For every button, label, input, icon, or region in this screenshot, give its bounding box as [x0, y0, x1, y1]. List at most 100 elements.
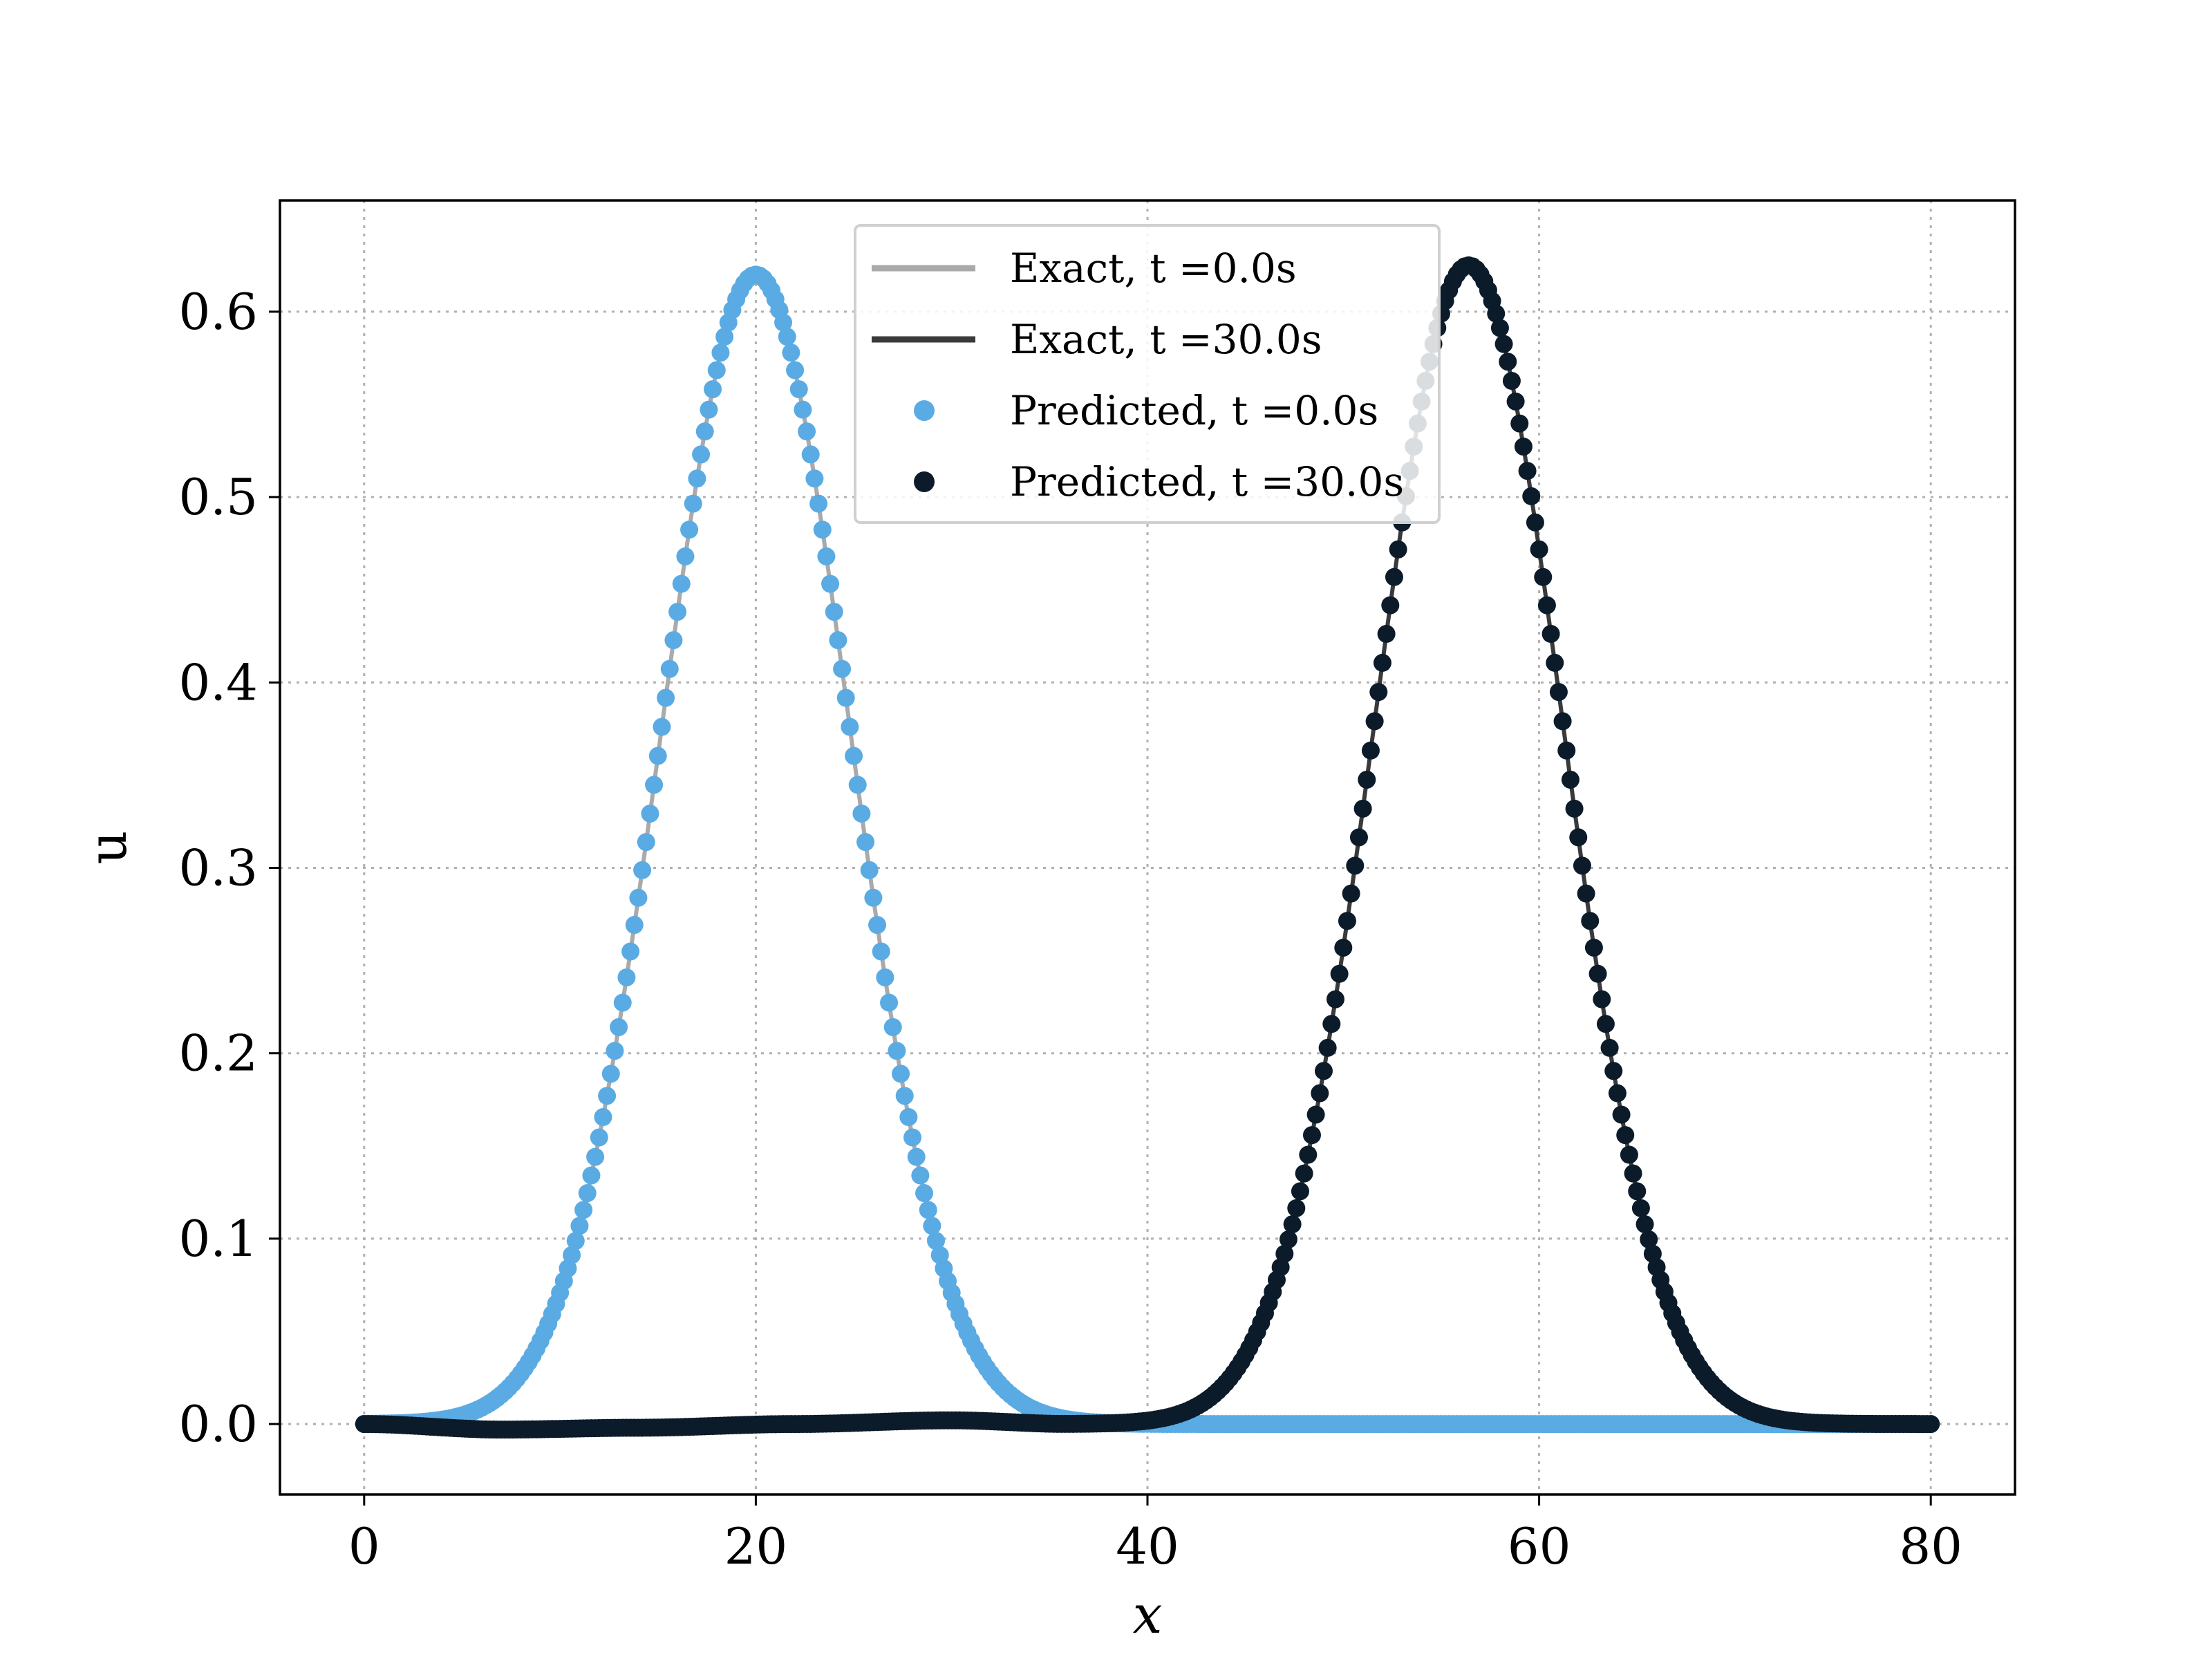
data-point	[888, 1042, 906, 1060]
data-point	[1389, 540, 1407, 559]
data-point	[868, 916, 887, 935]
series-layer	[355, 256, 1940, 1439]
data-point	[852, 804, 871, 823]
data-point	[1318, 1038, 1337, 1057]
y-tick-label-2: 0.2	[178, 1024, 258, 1082]
data-point	[621, 942, 640, 961]
data-point	[688, 469, 706, 488]
data-point	[1514, 438, 1533, 456]
data-point	[911, 1166, 930, 1185]
x-axis-label: x	[1133, 1584, 1163, 1645]
data-point	[704, 380, 722, 399]
data-point	[892, 1065, 910, 1083]
y-tick-label-0: 0.0	[178, 1395, 258, 1453]
data-point	[1306, 1105, 1325, 1124]
data-point	[1291, 1182, 1309, 1201]
data-point	[1635, 1215, 1654, 1234]
data-point	[707, 361, 726, 379]
data-point	[860, 861, 879, 879]
data-point	[660, 659, 679, 678]
data-point	[919, 1201, 937, 1219]
data-point	[590, 1128, 608, 1147]
data-point	[692, 445, 711, 464]
data-point	[880, 993, 899, 1012]
data-point	[598, 1087, 617, 1105]
data-point	[601, 1065, 620, 1083]
data-point	[798, 422, 816, 441]
data-point	[778, 328, 796, 346]
data-point	[610, 1018, 628, 1036]
data-point	[907, 1147, 926, 1166]
data-point	[809, 494, 828, 513]
data-point	[1275, 1244, 1294, 1263]
data-point	[1541, 625, 1560, 643]
data-point	[927, 1232, 946, 1250]
legend-label-3: Predicted, t =30.0s	[1010, 458, 1404, 505]
data-point	[1616, 1126, 1635, 1145]
data-point	[1373, 653, 1391, 672]
y-axis-label: u	[77, 831, 138, 865]
data-point	[829, 631, 847, 650]
data-point	[1279, 1230, 1297, 1249]
data-point	[566, 1232, 585, 1250]
data-point	[625, 916, 644, 935]
data-point	[801, 445, 820, 464]
data-point	[1299, 1145, 1318, 1164]
y-tick-label-3: 0.3	[178, 839, 258, 897]
data-point	[653, 718, 671, 736]
data-point	[782, 344, 800, 362]
data-point	[1569, 828, 1588, 847]
data-point	[586, 1147, 605, 1166]
data-point	[864, 888, 883, 907]
legend-label-1: Exact, t =30.0s	[1010, 316, 1322, 363]
data-point	[574, 1201, 593, 1219]
data-point	[1526, 513, 1544, 532]
data-point	[1577, 884, 1595, 903]
data-point	[1353, 799, 1372, 818]
data-point	[1553, 712, 1572, 731]
data-point	[1346, 856, 1365, 875]
data-point	[1369, 683, 1388, 702]
data-point	[1922, 1415, 1940, 1434]
data-point	[1365, 712, 1384, 731]
x-tick-label-2: 40	[1116, 1517, 1179, 1575]
data-point	[895, 1087, 914, 1105]
data-point	[1584, 938, 1603, 957]
data-point	[1287, 1199, 1306, 1217]
data-point	[1518, 462, 1537, 480]
data-point	[613, 993, 632, 1012]
data-point	[1620, 1145, 1638, 1164]
data-point	[794, 400, 812, 419]
data-point	[578, 1184, 597, 1203]
data-point	[1546, 653, 1564, 672]
data-point	[817, 547, 836, 565]
data-point	[594, 1108, 612, 1127]
data-point	[1631, 1199, 1650, 1217]
data-point	[684, 494, 702, 513]
data-point	[1361, 741, 1380, 760]
data-point	[1643, 1244, 1662, 1263]
data-point	[899, 1108, 918, 1127]
data-point	[1283, 1215, 1302, 1234]
data-point	[1534, 568, 1553, 586]
y-tick-label-4: 0.4	[178, 653, 258, 711]
data-point	[1640, 1230, 1658, 1249]
data-point	[1311, 1084, 1329, 1103]
data-point	[1604, 1062, 1623, 1080]
legend-dot-2	[914, 400, 935, 421]
x-tick-label-0: 0	[348, 1517, 380, 1575]
legend-label-2: Predicted, t =0.0s	[1010, 387, 1378, 434]
y-tick-label-1: 0.1	[178, 1210, 258, 1268]
data-point	[1494, 335, 1513, 353]
data-point	[805, 469, 824, 488]
data-point	[637, 833, 655, 852]
data-point	[1600, 1038, 1619, 1057]
y-tick-label-6: 0.6	[178, 283, 258, 341]
data-point	[1596, 1015, 1615, 1033]
ticks: 0 20 40 60 80 0.0 0.1 0.2 0.3 0.4 0.5 0.6	[178, 283, 1962, 1575]
data-point	[648, 747, 667, 765]
data-point	[1487, 304, 1506, 323]
data-point	[676, 547, 695, 565]
data-point	[1271, 1258, 1290, 1277]
data-point	[1549, 683, 1568, 702]
